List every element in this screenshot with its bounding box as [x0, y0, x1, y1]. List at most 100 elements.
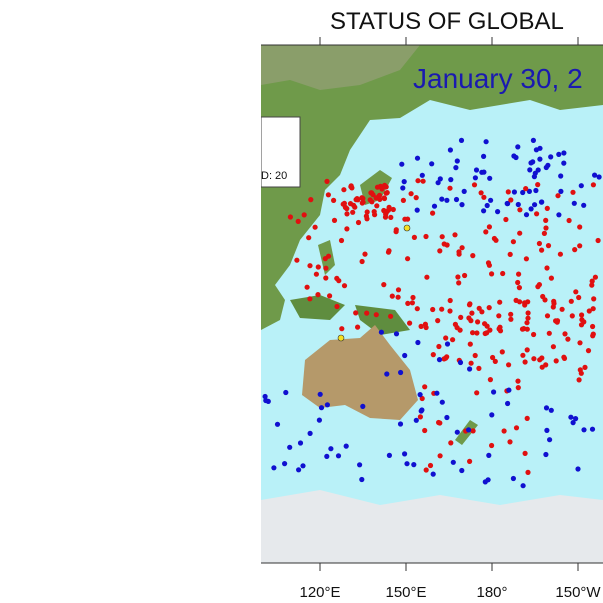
float-marker	[578, 370, 584, 376]
float-marker	[473, 167, 480, 173]
float-marker	[422, 427, 428, 434]
float-marker	[496, 326, 502, 332]
float-marker	[377, 196, 383, 202]
float-marker	[324, 453, 330, 459]
float-marker	[500, 270, 506, 277]
float-marker	[427, 462, 434, 469]
float-marker	[590, 182, 597, 188]
float-marker	[459, 467, 465, 474]
float-marker	[487, 377, 493, 383]
float-marker	[486, 452, 492, 458]
float-marker	[400, 197, 406, 203]
float-marker	[393, 229, 399, 235]
float-marker	[528, 206, 534, 212]
floats	[262, 137, 602, 489]
float-marker	[505, 201, 511, 207]
float-marker	[539, 364, 545, 370]
float-marker	[414, 155, 421, 161]
float-marker	[516, 285, 523, 291]
ticks: 120°E 150°E 180° 150°W	[299, 37, 601, 601]
float-marker	[530, 137, 537, 143]
float-marker	[508, 311, 514, 317]
float-marker	[579, 312, 585, 318]
float-marker	[508, 197, 514, 203]
float-marker	[578, 322, 585, 328]
float-marker	[401, 179, 407, 185]
float-marker	[541, 230, 548, 236]
float-marker	[355, 324, 361, 330]
float-marker	[439, 234, 445, 240]
float-marker	[323, 265, 329, 271]
float-marker	[461, 188, 467, 194]
float-marker	[531, 356, 537, 362]
float-marker	[313, 271, 319, 277]
float-marker	[536, 240, 543, 247]
float-marker	[507, 439, 513, 445]
float-marker	[450, 337, 456, 343]
float-marker	[393, 331, 400, 337]
float-marker	[443, 335, 449, 341]
float-marker	[389, 293, 395, 299]
float-marker	[568, 414, 574, 420]
float-marker	[561, 160, 567, 166]
float-marker	[457, 359, 464, 366]
float-marker	[390, 206, 396, 213]
float-marker	[414, 306, 420, 312]
float-marker	[527, 167, 533, 173]
float-marker	[295, 218, 301, 224]
float-marker	[515, 378, 521, 384]
float-marker	[318, 405, 325, 411]
float-marker	[359, 476, 365, 483]
float-marker	[577, 243, 583, 249]
float-marker	[458, 314, 464, 320]
float-marker	[422, 321, 428, 327]
float-marker	[436, 343, 442, 350]
float-marker	[371, 209, 377, 215]
float-marker	[403, 224, 411, 232]
float-marker	[532, 170, 538, 176]
float-marker	[355, 219, 362, 226]
float-marker	[439, 196, 445, 202]
float-marker	[510, 239, 516, 245]
float-marker	[362, 251, 368, 257]
land-australia	[302, 325, 418, 420]
float-marker	[576, 377, 582, 383]
float-marker	[589, 278, 595, 284]
float-marker	[475, 319, 481, 325]
float-marker	[452, 232, 458, 238]
float-marker	[556, 212, 562, 218]
float-marker	[530, 159, 536, 165]
date-label: January 30, 2	[413, 63, 583, 94]
float-marker	[520, 189, 526, 196]
float-marker	[544, 313, 551, 319]
float-marker	[385, 207, 392, 213]
float-marker	[456, 251, 462, 257]
float-marker	[539, 247, 545, 253]
float-marker	[381, 282, 387, 288]
float-marker	[369, 199, 375, 205]
float-marker	[479, 309, 485, 315]
float-marker	[467, 458, 473, 464]
float-marker	[568, 298, 574, 304]
float-marker	[450, 459, 456, 465]
float-marker	[539, 199, 545, 205]
float-marker	[336, 278, 342, 284]
float-marker	[466, 302, 473, 308]
float-marker	[472, 352, 478, 359]
float-marker	[581, 427, 587, 433]
float-marker	[590, 323, 596, 330]
float-marker	[374, 184, 381, 190]
float-marker	[459, 245, 465, 251]
float-marker	[454, 158, 460, 164]
float-marker	[467, 341, 473, 347]
float-marker	[582, 364, 588, 370]
float-marker	[386, 452, 392, 458]
float-marker	[550, 304, 556, 310]
float-marker	[478, 190, 484, 196]
float-marker	[419, 407, 425, 413]
float-marker	[453, 196, 460, 203]
float-marker	[395, 287, 402, 293]
float-marker	[576, 294, 582, 301]
float-marker	[395, 294, 401, 300]
float-marker	[300, 463, 306, 469]
